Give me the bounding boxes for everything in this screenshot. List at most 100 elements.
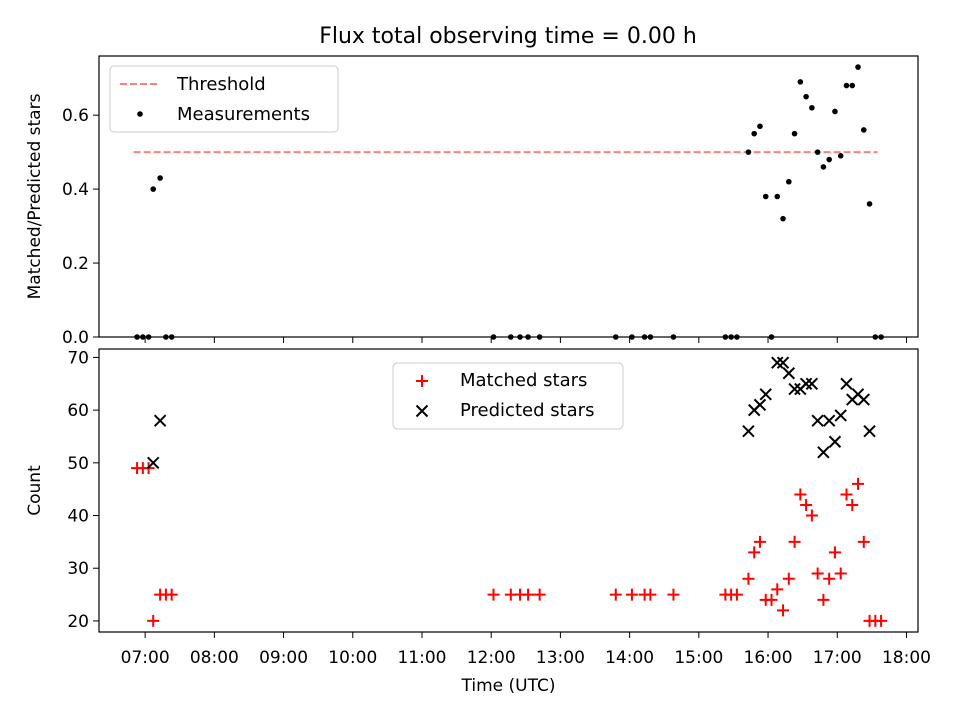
matched-stars-point: [846, 498, 859, 511]
predicted-stars-point: [828, 435, 842, 448]
matched-stars-point: [782, 572, 795, 585]
x-tick-label: 09:00: [259, 648, 308, 668]
matched-stars-point: [777, 604, 790, 617]
matched-stars-point: [742, 572, 755, 585]
matched-stars-point: [794, 488, 807, 501]
x-tick-label: 07:00: [121, 648, 170, 668]
measurement-point: [832, 108, 838, 115]
measurement-point: [670, 334, 677, 340]
y-tick-label: 0.0: [62, 328, 89, 348]
legend-measurements-swatch: [137, 111, 143, 117]
measurement-point: [647, 334, 654, 340]
matched-stars-point: [811, 567, 824, 580]
y-tick-label: 20: [67, 612, 89, 632]
matched-stars-point: [533, 588, 546, 601]
x-tick-label: 08:00: [190, 648, 239, 668]
matched-stars-point: [753, 535, 766, 548]
matched-stars-point: [823, 572, 836, 585]
matched-stars-point: [834, 567, 847, 580]
measurement-point: [855, 64, 861, 70]
y-axis-label: Count: [25, 465, 45, 516]
matched-stars-point: [828, 546, 841, 559]
measurement-point: [134, 334, 140, 340]
measurement-point: [612, 334, 619, 340]
x-tick-label: 14:00: [605, 648, 654, 668]
legend-box: [109, 65, 339, 133]
axes-frame-2: [98, 348, 919, 633]
measurement-point: [826, 156, 832, 163]
measurement-point: [536, 334, 543, 340]
x-tick-label: 10:00: [328, 648, 377, 668]
measurement-point: [786, 178, 792, 185]
predicted-stars-point: [817, 446, 830, 459]
matched-stars-point: [748, 546, 761, 559]
y-tick-label: 0.6: [62, 106, 89, 126]
matched-stars-point: [667, 588, 680, 601]
predicted-stars-point: [799, 377, 813, 390]
x-axis-label: Time (UTC): [461, 676, 556, 696]
measurement-point: [860, 127, 867, 133]
x-tick-label: 12:00: [467, 648, 516, 668]
matched-stars-point: [805, 509, 818, 522]
matched-stars-point: [165, 588, 178, 601]
legend-matched-swatch: [416, 375, 428, 387]
predicted-stars-point: [811, 414, 824, 427]
measurement-point: [791, 130, 798, 137]
measurement-point: [757, 123, 763, 130]
measurement-point: [734, 334, 740, 340]
legend-threshold-label: Threshold: [176, 74, 266, 95]
predicted-stars-point: [822, 414, 836, 427]
measurement-point: [843, 82, 850, 89]
matched-stars-point: [522, 588, 535, 601]
legend-box: [392, 362, 624, 430]
predicted-stars-point: [776, 356, 790, 369]
measurement-point: [163, 334, 169, 340]
y-tick-label: 30: [67, 559, 89, 579]
measurement-point: [150, 186, 157, 192]
predicted-stars-point: [742, 425, 755, 438]
matched-stars-point: [817, 593, 830, 606]
measurement-point: [145, 334, 152, 340]
measurement-point: [629, 334, 635, 340]
predicted-stars-point: [840, 377, 853, 390]
measurement-point: [872, 334, 879, 340]
matched-stars-point: [857, 535, 870, 548]
predicted-stars-point: [857, 393, 870, 406]
predicted-stars-point: [759, 388, 772, 401]
y-axis-label: Matched/Predicted stars: [25, 93, 45, 299]
figure-title: Flux total observing time = 0.00 h: [319, 24, 697, 49]
y-tick-label: 0.4: [62, 180, 89, 200]
matched-stars-point: [609, 588, 622, 601]
y-tick-label: 50: [67, 454, 89, 474]
matched-stars-point: [765, 593, 778, 606]
x-tick-label: 16:00: [744, 648, 793, 668]
predicted-stars-point: [788, 382, 801, 396]
measurement-point: [797, 79, 804, 85]
matched-stars-point: [840, 488, 853, 501]
measurement-point: [641, 334, 648, 340]
predicted-stars-point: [834, 409, 847, 422]
measurement-point: [490, 334, 497, 340]
measurement-point: [820, 164, 827, 170]
y-tick-label: 60: [67, 401, 89, 421]
matched-stars-point: [147, 614, 160, 627]
measurement-point: [157, 175, 163, 181]
measurement-point: [140, 334, 146, 340]
matched-stars-point: [625, 588, 638, 601]
measurement-point: [745, 149, 752, 155]
measurement-point: [728, 334, 734, 340]
predicted-stars-point: [153, 414, 167, 427]
matched-stars-point: [487, 588, 500, 601]
matched-stars-point: [852, 477, 865, 490]
measurement-point: [866, 201, 873, 207]
x-tick-label: 15:00: [674, 648, 723, 668]
measurement-point: [517, 334, 523, 340]
measurement-point: [508, 334, 514, 340]
y-tick-label: 70: [67, 348, 89, 368]
y-tick-label: 40: [67, 507, 89, 527]
measurement-point: [803, 93, 809, 100]
predicted-stars-point: [753, 398, 767, 412]
measurement-point: [768, 334, 775, 340]
measurement-point: [762, 193, 769, 200]
predicted-stars-point: [805, 377, 819, 390]
